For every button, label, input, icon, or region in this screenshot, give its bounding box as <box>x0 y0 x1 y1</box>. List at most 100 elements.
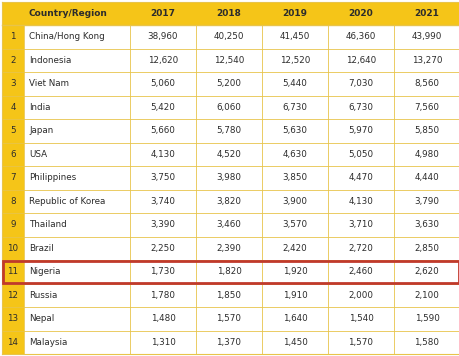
Text: 2,000: 2,000 <box>348 291 373 300</box>
Text: 2,250: 2,250 <box>150 244 175 253</box>
Text: 3,740: 3,740 <box>150 197 175 206</box>
Text: 9: 9 <box>10 220 16 229</box>
Bar <box>2 260 24 283</box>
Text: Nigeria: Nigeria <box>29 267 61 276</box>
Text: 12,520: 12,520 <box>279 56 309 65</box>
Text: 3,850: 3,850 <box>282 173 307 182</box>
Text: 1,920: 1,920 <box>282 267 307 276</box>
Text: 10: 10 <box>7 244 18 253</box>
Text: 8,560: 8,560 <box>414 79 438 88</box>
Bar <box>2 95 24 119</box>
Text: China/Hong Kong: China/Hong Kong <box>29 32 105 41</box>
Bar <box>2 213 459 236</box>
Text: 3,460: 3,460 <box>216 220 241 229</box>
Text: 1,730: 1,730 <box>150 267 175 276</box>
Bar <box>2 119 24 142</box>
Text: 4,130: 4,130 <box>348 197 373 206</box>
Bar <box>2 189 459 213</box>
Text: 7,560: 7,560 <box>414 103 438 112</box>
Bar <box>2 260 459 283</box>
Text: 12,640: 12,640 <box>345 56 375 65</box>
Text: Nepal: Nepal <box>29 314 54 323</box>
Text: 41,450: 41,450 <box>279 32 309 41</box>
Text: 2,720: 2,720 <box>348 244 373 253</box>
Bar <box>2 119 459 142</box>
Text: 5,060: 5,060 <box>150 79 175 88</box>
Text: Thailand: Thailand <box>29 220 67 229</box>
Text: 7: 7 <box>10 173 16 182</box>
Bar <box>2 166 459 189</box>
Text: 1,450: 1,450 <box>282 338 307 347</box>
Text: 5,050: 5,050 <box>347 150 373 159</box>
Text: Brazil: Brazil <box>29 244 54 253</box>
Text: 1,910: 1,910 <box>282 291 307 300</box>
Bar <box>2 166 24 189</box>
Text: 2,620: 2,620 <box>414 267 438 276</box>
Text: Russia: Russia <box>29 291 57 300</box>
Text: 13,270: 13,270 <box>411 56 441 65</box>
Text: 3: 3 <box>10 79 16 88</box>
Text: 5,200: 5,200 <box>216 79 241 88</box>
Text: 3,820: 3,820 <box>216 197 241 206</box>
Text: 4,440: 4,440 <box>414 173 438 182</box>
Text: Philippines: Philippines <box>29 173 76 182</box>
Bar <box>2 25 24 48</box>
Text: 2018: 2018 <box>216 9 241 18</box>
Text: 3,710: 3,710 <box>348 220 373 229</box>
Bar <box>2 142 24 166</box>
Bar <box>2 236 24 260</box>
Text: 5,660: 5,660 <box>150 126 175 135</box>
Text: 2020: 2020 <box>348 9 373 18</box>
Text: 3,750: 3,750 <box>150 173 175 182</box>
Text: Republic of Korea: Republic of Korea <box>29 197 105 206</box>
Text: Viet Nam: Viet Nam <box>29 79 69 88</box>
Text: 7,030: 7,030 <box>347 79 373 88</box>
Text: 5,420: 5,420 <box>150 103 175 112</box>
Text: 1,780: 1,780 <box>150 291 175 300</box>
Bar <box>2 48 459 72</box>
Text: 1: 1 <box>10 32 16 41</box>
Text: 1,370: 1,370 <box>216 338 241 347</box>
Text: 8: 8 <box>10 197 16 206</box>
Text: 6: 6 <box>10 150 16 159</box>
Text: 6,730: 6,730 <box>282 103 307 112</box>
Text: 1,580: 1,580 <box>414 338 438 347</box>
Bar <box>2 95 459 119</box>
Text: 5,630: 5,630 <box>282 126 307 135</box>
Text: 2,100: 2,100 <box>414 291 438 300</box>
Text: 3,900: 3,900 <box>282 197 307 206</box>
Text: 5,850: 5,850 <box>414 126 439 135</box>
Text: 2: 2 <box>10 56 16 65</box>
Text: 2,420: 2,420 <box>282 244 307 253</box>
Text: 1,590: 1,590 <box>414 314 438 323</box>
Bar <box>2 72 459 95</box>
Text: 4,520: 4,520 <box>216 150 241 159</box>
Text: 2,850: 2,850 <box>414 244 438 253</box>
Text: 2,390: 2,390 <box>216 244 241 253</box>
Bar <box>2 307 459 330</box>
Text: 2,460: 2,460 <box>348 267 373 276</box>
Text: 2017: 2017 <box>150 9 175 18</box>
Text: 3,570: 3,570 <box>282 220 307 229</box>
Text: Indonesia: Indonesia <box>29 56 71 65</box>
Bar <box>2 189 24 213</box>
Text: 1,570: 1,570 <box>348 338 373 347</box>
Text: 5,970: 5,970 <box>348 126 373 135</box>
Text: 12: 12 <box>7 291 18 300</box>
Text: 11: 11 <box>7 267 18 276</box>
Text: 1,310: 1,310 <box>150 338 175 347</box>
Text: 46,360: 46,360 <box>345 32 375 41</box>
Text: 12,620: 12,620 <box>147 56 178 65</box>
Text: 1,480: 1,480 <box>150 314 175 323</box>
Text: 1,850: 1,850 <box>216 291 241 300</box>
Text: 3,390: 3,390 <box>150 220 175 229</box>
Text: 40,250: 40,250 <box>213 32 244 41</box>
Text: 38,960: 38,960 <box>147 32 178 41</box>
Text: 6,730: 6,730 <box>348 103 373 112</box>
Text: 1,640: 1,640 <box>282 314 307 323</box>
Text: 5,780: 5,780 <box>216 126 241 135</box>
Text: 4,130: 4,130 <box>150 150 175 159</box>
Text: 5: 5 <box>10 126 16 135</box>
Text: 6,060: 6,060 <box>216 103 241 112</box>
Text: 1,820: 1,820 <box>216 267 241 276</box>
